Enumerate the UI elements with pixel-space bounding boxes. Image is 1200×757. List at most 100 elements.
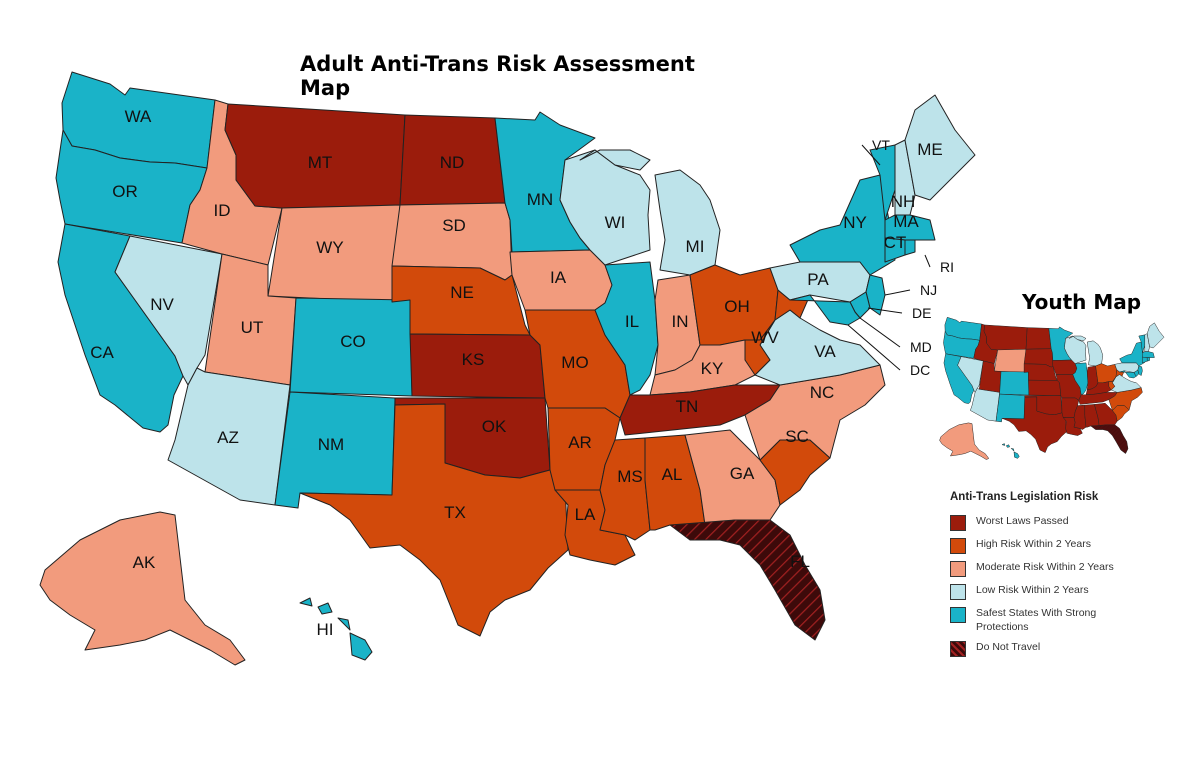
state-label-nv: NV [150,295,174,314]
youth-state-co [999,371,1030,396]
youth-state-fl [1090,424,1129,454]
youth-state-hi [1001,443,1020,459]
state-hi [299,597,373,661]
state-label-al: AL [662,465,683,484]
legend-label: Moderate Risk Within 2 Years [976,561,1114,573]
legend: Anti-Trans Legislation Risk Worst Laws P… [950,490,1130,663]
state-label-il: IL [625,312,639,331]
youth-state-ks [1028,379,1062,396]
legend-label: Worst Laws Passed [976,515,1069,527]
legend-swatch-high [950,538,966,554]
legend-swatch-low [950,584,966,600]
state-label-tn: TN [676,397,699,416]
state-label-ar: AR [568,433,592,452]
state-label-fl: FL [790,552,810,571]
state-label-de: DE [912,305,931,321]
state-ri [904,239,916,256]
state-label-nh: NH [891,192,916,211]
legend-item-high: High Risk Within 2 Years [950,537,1130,554]
state-label-va: VA [814,342,836,361]
youth-map-title: Youth Map [1022,290,1142,314]
state-label-hi: HI [317,620,334,639]
legend-label: High Risk Within 2 Years [976,538,1091,550]
state-label-ak: AK [133,553,156,572]
youth-state-ak [939,422,990,460]
youth-state-ga [1094,402,1118,427]
youth-state-tx [1001,396,1067,453]
legend-title: Anti-Trans Legislation Risk [950,491,1099,503]
state-md [789,294,861,326]
state-label-ga: GA [730,464,755,483]
state-label-nd: ND [440,153,465,172]
state-label-ia: IA [550,268,567,287]
state-fl [669,519,826,641]
legend-item-low: Low Risk Within 2 Years [950,583,1130,600]
leader-line-dc [847,324,901,371]
state-label-mn: MN [527,190,553,209]
state-az [167,367,291,506]
state-label-wy: WY [316,238,343,257]
state-label-ct: CT [884,233,907,252]
youth-state-pa [1114,362,1140,373]
state-label-ok: OK [482,417,507,436]
leader-line-ri [924,254,931,268]
youth-state-ne [1023,363,1058,381]
youth-state-az [970,388,1000,422]
state-ga [684,429,781,526]
legend-swatch-moderate [950,561,966,577]
state-label-me: ME [917,140,943,159]
state-label-mo: MO [561,353,588,372]
state-label-ca: CA [90,343,114,362]
state-label-or: OR [112,182,138,201]
state-label-tx: TX [444,503,466,522]
state-ne [391,265,531,336]
legend-swatch-worst [950,515,966,531]
state-label-ny: NY [843,213,867,232]
youth-state-ma [1142,351,1155,358]
youth-state-wy [994,348,1027,373]
legend-label: Do Not Travel [976,641,1041,653]
youth-state-ct [1142,356,1148,364]
youth-state-ny [1119,341,1146,367]
leader-line-de [867,307,903,314]
youth-state-ri [1146,357,1150,362]
state-vt [869,144,896,221]
state-label-vt: VT [872,137,890,153]
youth-state-nm [995,393,1026,423]
state-me [904,94,976,201]
state-label-wi: WI [605,213,626,232]
state-label-oh: OH [724,297,750,316]
state-label-az: AZ [217,428,239,447]
state-tx [299,403,569,637]
youth-state-vt [1138,334,1146,353]
youth-map [939,316,1165,460]
youth-state-nd [1025,327,1052,350]
state-label-sc: SC [785,427,809,446]
legend-label: Safest States With Strong Protections [976,607,1097,633]
state-label-ks: KS [462,350,485,369]
state-ak [39,511,246,666]
state-label-in: IN [672,312,689,331]
youth-state-md [1119,370,1137,379]
legend-swatch-do-not-travel [950,641,966,657]
state-label-nj: NJ [920,282,937,298]
state-label-ut: UT [241,318,264,337]
state-wv [744,289,811,376]
legend-item-worst: Worst Laws Passed [950,514,1130,531]
state-label-sd: SD [442,216,466,235]
youth-state-mt [983,324,1028,351]
state-label-nm: NM [318,435,344,454]
state-label-mt: MT [308,153,333,172]
state-label-co: CO [340,332,366,351]
leader-line-nj [884,289,911,296]
legend-item-moderate: Moderate Risk Within 2 Years [950,560,1130,577]
state-label-pa: PA [807,270,829,289]
state-label-dc: DC [910,362,930,378]
state-label-id: ID [214,201,231,220]
state-label-wv: WV [751,328,779,347]
legend-label: Low Risk Within 2 Years [976,584,1089,596]
state-label-la: LA [575,505,596,524]
legend-item-safest: Safest States With Strong Protections [950,606,1130,634]
leader-line-vt [861,144,881,166]
